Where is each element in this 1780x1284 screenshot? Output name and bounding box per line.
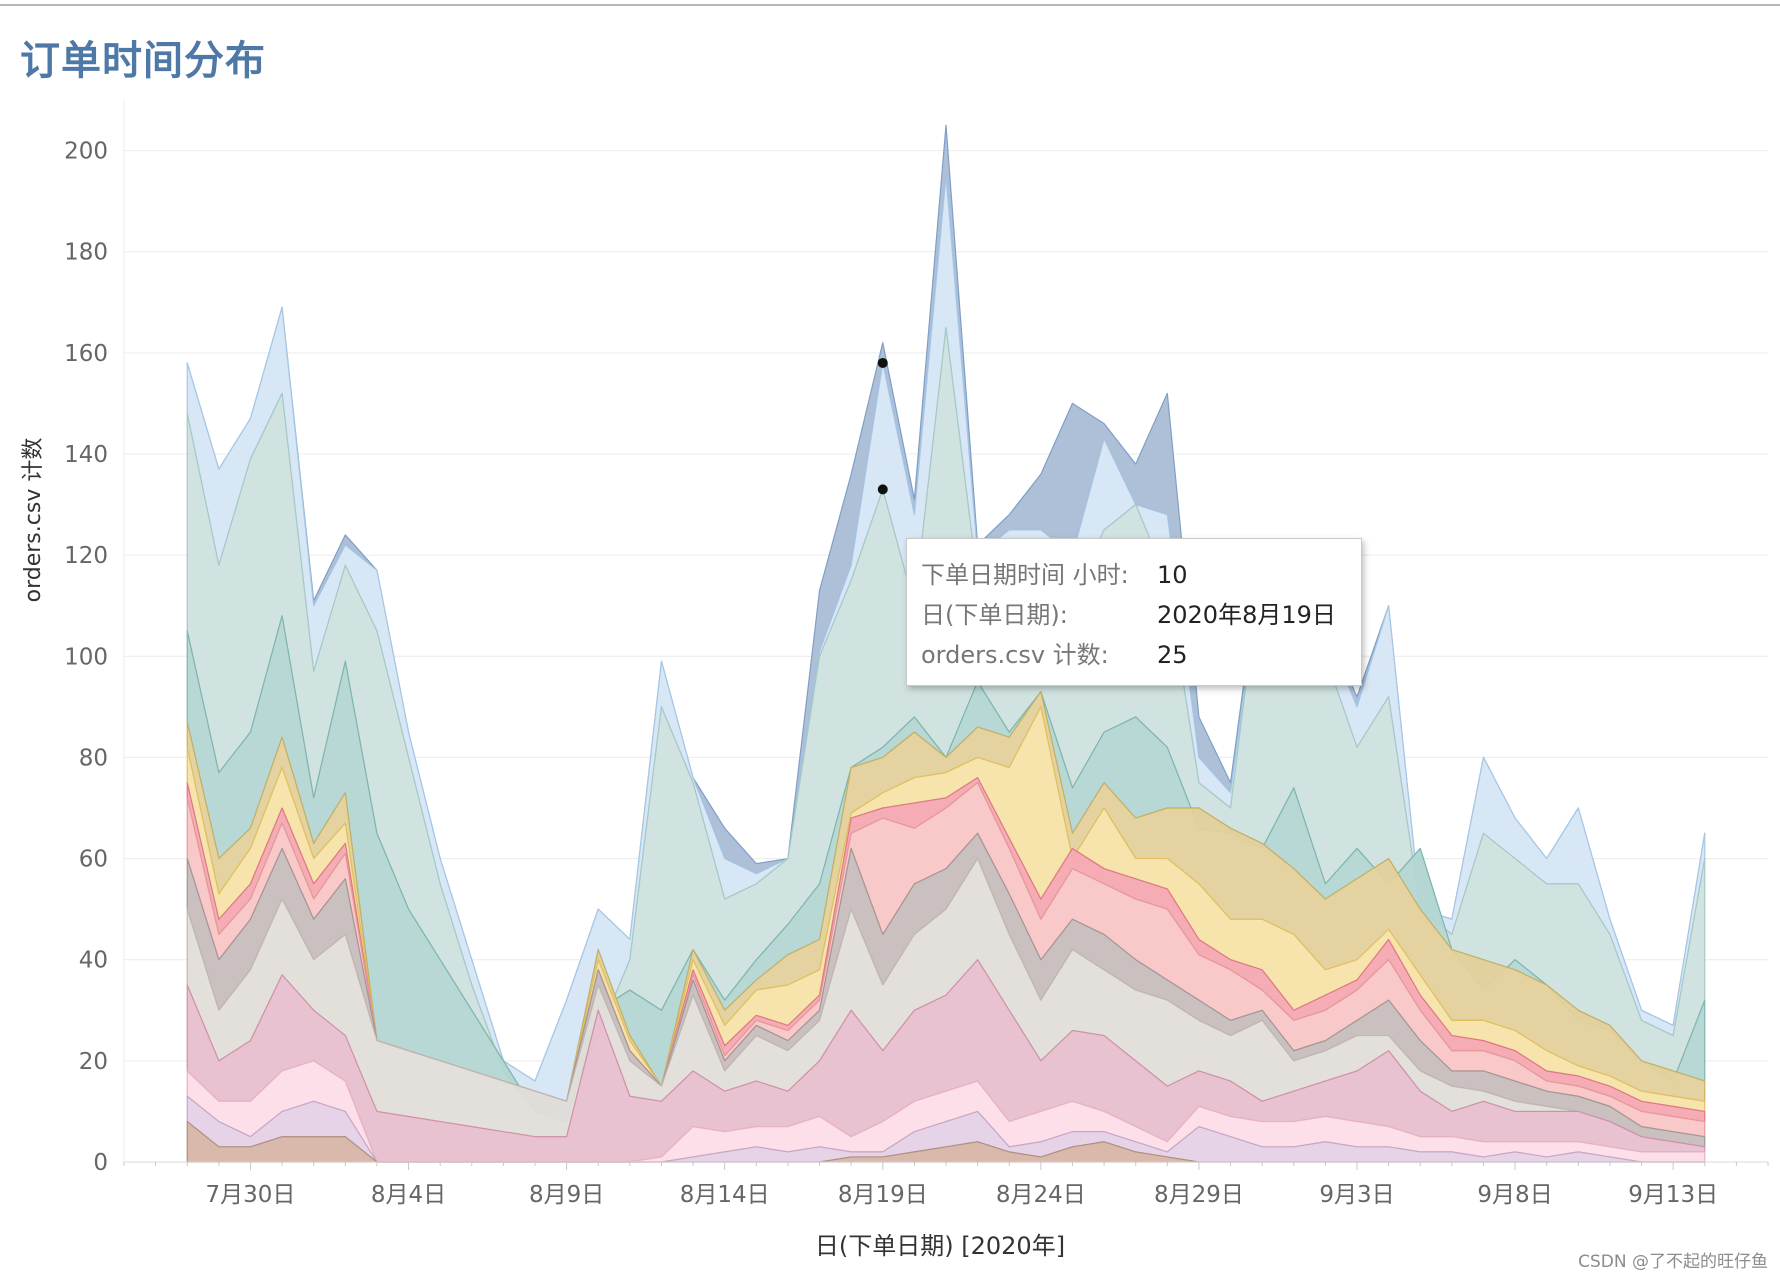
page-title: 订单时间分布 [20, 38, 266, 84]
tooltip-value: 2020年8月19日 [1157, 601, 1336, 629]
tooltip-row-date: 日(下单日期): 2020年8月19日 [921, 595, 1347, 635]
x-tick-label: 9月8日 [1477, 1182, 1552, 1208]
y-tick-labels: 0 20 40 60 80 100 120 140 160 180 200 [64, 139, 108, 1176]
y-tick-label: 140 [64, 442, 108, 468]
y-tick-label: 60 [79, 847, 108, 873]
tooltip-value: 10 [1157, 561, 1188, 589]
y-tick-label: 120 [64, 543, 108, 569]
x-tick-label: 8月19日 [838, 1182, 928, 1208]
y-tick-label: 160 [64, 341, 108, 367]
x-tick-label: 9月13日 [1628, 1182, 1718, 1208]
x-tick-label: 9月3日 [1319, 1182, 1394, 1208]
watermark-credit: CSDN @了不起的旺仔鱼 [1578, 1252, 1768, 1272]
tooltip-row-count: orders.csv 计数: 25 [921, 635, 1347, 675]
tooltip: 下单日期时间 小时: 10 日(下单日期): 2020年8月19日 orders… [906, 538, 1362, 686]
y-tick-label: 200 [64, 139, 108, 165]
y-tick-label: 20 [79, 1049, 108, 1075]
tooltip-label: 日(下单日期): [921, 601, 1068, 629]
tooltip-row-hour: 下单日期时间 小时: 10 [921, 555, 1347, 595]
x-tick-label: 8月4日 [371, 1182, 446, 1208]
x-tick-labels: 7月30日 8月4日 8月9日 8月14日 8月19日 8月24日 8月29日 9月3日 9月8… [206, 1182, 1719, 1208]
tooltip-value: 25 [1157, 641, 1188, 669]
tooltip-label: 下单日期时间 小时: [921, 561, 1129, 589]
y-axis-title: orders.csv 计数 [21, 437, 46, 603]
hover-marker [877, 357, 888, 368]
y-tick-label: 180 [64, 240, 108, 266]
top-rule [0, 4, 1780, 6]
tooltip-label: orders.csv 计数: [921, 641, 1109, 669]
y-tick-label: 80 [79, 745, 108, 771]
x-tick-label: 7月30日 [206, 1182, 296, 1208]
x-axis-title: 日(下单日期) [2020年] [814, 1232, 1066, 1260]
axes [123, 100, 1769, 1170]
y-tick-label: 0 [93, 1150, 108, 1176]
y-tick-label: 100 [64, 644, 108, 670]
area-layers [186, 124, 1706, 1163]
x-tick-label: 8月24日 [996, 1182, 1086, 1208]
y-tick-label: 40 [79, 948, 108, 974]
hover-marker [877, 484, 888, 495]
x-tick-label: 8月14日 [680, 1182, 770, 1208]
x-tick-label: 8月29日 [1154, 1182, 1244, 1208]
hover-markers [877, 357, 888, 495]
x-tick-label: 8月9日 [529, 1182, 604, 1208]
